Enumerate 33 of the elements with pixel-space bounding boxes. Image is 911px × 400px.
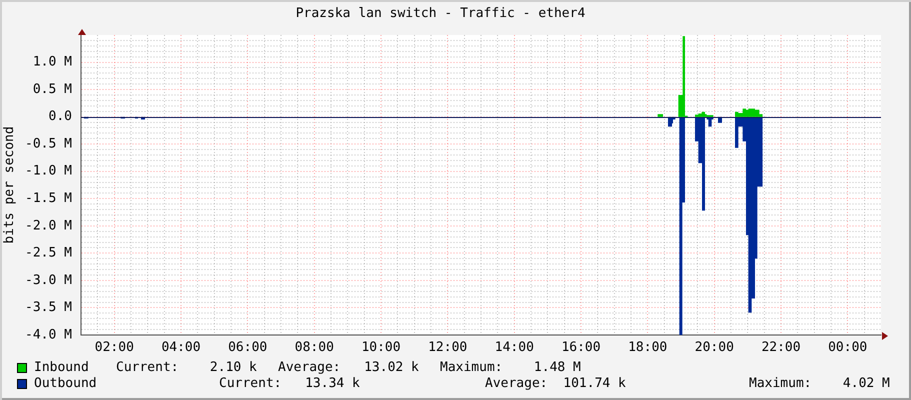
y-tick-label: 0.0 xyxy=(48,109,72,124)
y-tick-label: -4.0 M xyxy=(25,327,72,342)
y-tick-label: -1.0 M xyxy=(25,164,72,179)
x-tick-label: 16:00 xyxy=(561,340,601,356)
x-tick-label: 06:00 xyxy=(228,340,268,356)
y-tick-label: -0.5 M xyxy=(25,136,72,152)
x-tick-label: 00:00 xyxy=(828,340,868,356)
x-tick-label: 22:00 xyxy=(761,340,801,356)
x-tick-label: 20:00 xyxy=(694,340,734,356)
text: Average: 13.02 k xyxy=(278,360,419,376)
legend-label: Outbound xyxy=(34,376,97,392)
x-tick-label: 04:00 xyxy=(161,340,201,356)
y-tick-label: -3.0 M xyxy=(25,272,72,288)
y-tick-label: -3.5 M xyxy=(25,300,72,316)
y-axis-title: bits per second xyxy=(2,126,18,244)
y-tick-label: 0.5 M xyxy=(32,82,72,97)
text: Maximum: 1.48 M xyxy=(440,360,581,376)
legend-label: Inbound xyxy=(34,360,89,376)
text: Current: 2.10 k xyxy=(116,360,257,376)
text: Current: 13.34 k xyxy=(219,376,360,392)
x-tick-label: 08:00 xyxy=(294,340,334,356)
x-tick-label: 02:00 xyxy=(94,340,134,356)
y-tick-label: -1.5 M xyxy=(25,191,72,206)
text: Average: 101.74 k xyxy=(485,376,626,392)
x-tick-label: 10:00 xyxy=(361,340,401,356)
x-tick-label: 12:00 xyxy=(428,340,468,356)
y-tick-label: 1.0 M xyxy=(32,54,72,70)
x-tick-label: 18:00 xyxy=(628,340,668,356)
y-tick-label: -2.5 M xyxy=(25,246,72,261)
x-tick-label: 14:00 xyxy=(494,340,534,356)
chart-title: Prazska lan switch - Traffic - ether4 xyxy=(296,6,586,22)
text: Maximum: 4.02 M xyxy=(749,376,890,392)
y-tick-label: -2.0 M xyxy=(25,218,72,234)
